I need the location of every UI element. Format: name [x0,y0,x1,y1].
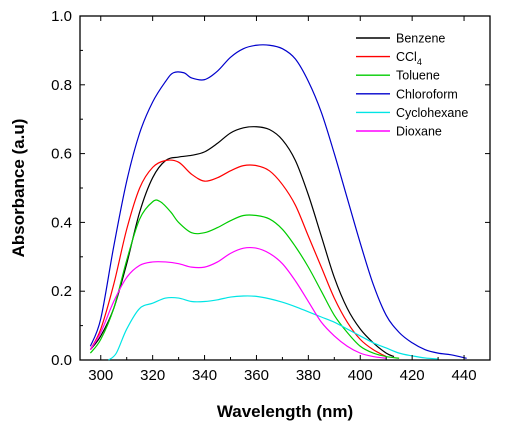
x-tick-label: 420 [400,367,425,384]
y-tick-label: 1.0 [51,8,72,25]
x-axis-title: Wavelength (nm) [217,402,353,421]
y-axis-title: Absorbance (a.u) [9,119,28,258]
legend-label-toluene: Toluene [396,69,440,83]
legend: Benzene CCl4 Toluene Chloroform Cyclohexane D… [356,32,468,139]
series-line-dioxane [89,246,387,359]
x-tick-label: 300 [88,367,113,384]
x-tick-label: 400 [348,367,373,384]
legend-label-dioxane: Dioxane [396,125,442,139]
series-line-cyclohexane [108,295,439,361]
y-tick-label: 0.0 [51,352,72,369]
y-tick-label: 0.2 [51,283,72,300]
legend-label-ccl4: CCl4 [396,50,422,67]
legend-label-cyclohexane: Cyclohexane [396,106,468,120]
x-tick-label: 340 [192,367,217,384]
legend-label-chloroform: Chloroform [396,87,458,101]
series-line-chloroform [89,44,467,359]
series-line-ccl4 [89,159,387,358]
x-tick-label: 440 [452,367,477,384]
legend-label-benzene: Benzene [396,32,445,46]
series-group [89,44,467,361]
y-tick-label: 0.4 [51,214,72,231]
x-tick-label: 320 [140,367,165,384]
x-tick-label: 360 [244,367,269,384]
y-tick-label: 0.8 [51,77,72,94]
x-tick-label: 380 [296,367,321,384]
series-line-benzene [89,126,395,358]
series-line-toluene [89,199,400,359]
ticks: 300 320 340 360 380 400 420 440 0.0 0.2 0.4 0.6 0.8 1… [51,8,490,384]
y-tick-label: 0.6 [51,146,72,163]
